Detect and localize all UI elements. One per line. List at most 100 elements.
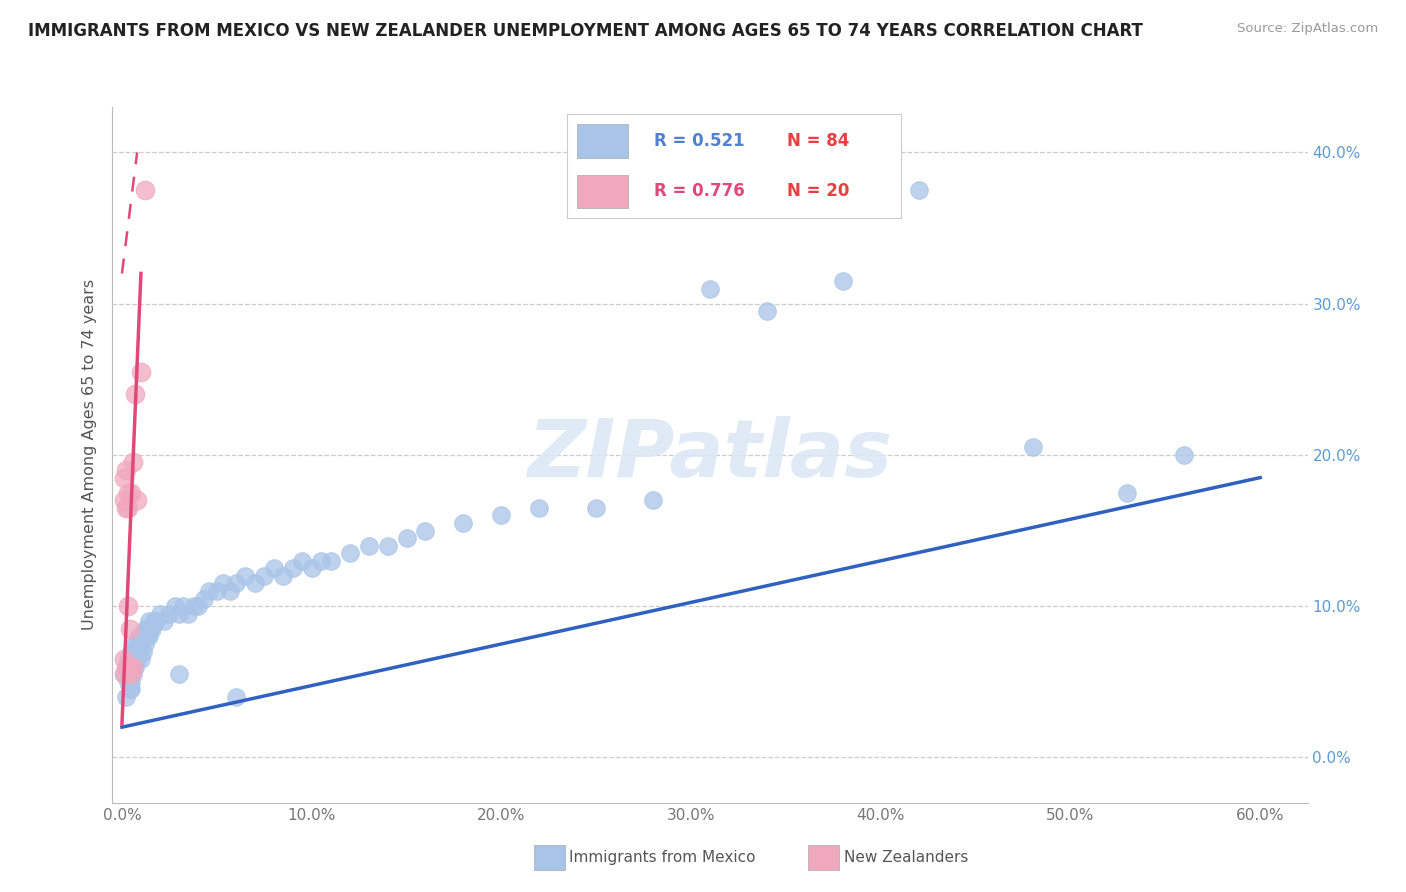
Point xyxy=(132,644,155,658)
Point xyxy=(117,674,139,689)
Point xyxy=(225,576,247,591)
Point xyxy=(134,637,156,651)
Point xyxy=(114,659,136,673)
Point xyxy=(755,304,778,318)
Point xyxy=(152,615,174,629)
Point xyxy=(120,667,142,681)
Point xyxy=(138,615,160,629)
Point xyxy=(114,659,136,673)
Point xyxy=(134,183,156,197)
Point xyxy=(301,561,323,575)
Point xyxy=(219,584,242,599)
Point xyxy=(124,652,146,666)
Point xyxy=(135,629,157,643)
Point xyxy=(122,644,145,658)
Point xyxy=(529,500,551,515)
Point xyxy=(309,554,332,568)
Point xyxy=(281,561,304,575)
Point xyxy=(357,539,380,553)
Point xyxy=(117,485,139,500)
Point xyxy=(415,524,437,538)
Point xyxy=(127,637,149,651)
Point xyxy=(1173,448,1195,462)
Point xyxy=(172,599,194,614)
Point xyxy=(117,652,139,666)
Point xyxy=(149,607,172,621)
Point xyxy=(129,652,152,666)
Point xyxy=(377,539,399,553)
Point xyxy=(129,365,152,379)
Point xyxy=(141,622,163,636)
Point xyxy=(114,500,136,515)
Point xyxy=(120,485,142,500)
Point xyxy=(134,622,156,636)
Point xyxy=(193,591,215,606)
Point xyxy=(143,615,166,629)
Point xyxy=(120,659,142,673)
Point xyxy=(225,690,247,704)
Point xyxy=(128,629,150,643)
Point xyxy=(157,607,180,621)
Point xyxy=(124,387,146,401)
Point xyxy=(124,659,146,673)
Point xyxy=(129,637,152,651)
Point xyxy=(112,493,135,508)
Point xyxy=(114,690,136,704)
Point xyxy=(699,281,721,295)
Point xyxy=(118,622,141,636)
Point xyxy=(120,682,142,697)
Point xyxy=(291,554,314,568)
Point xyxy=(122,652,145,666)
Point xyxy=(120,644,142,658)
Point xyxy=(118,652,141,666)
Point xyxy=(198,584,221,599)
Point xyxy=(112,470,135,484)
Point xyxy=(127,644,149,658)
Point xyxy=(831,274,853,288)
Point xyxy=(319,554,342,568)
Point xyxy=(339,546,361,560)
Text: Immigrants from Mexico: Immigrants from Mexico xyxy=(569,850,756,864)
Point xyxy=(167,667,190,681)
Point xyxy=(122,667,145,681)
Point xyxy=(117,659,139,673)
Point xyxy=(120,674,142,689)
Point xyxy=(127,652,149,666)
Point xyxy=(145,615,167,629)
Text: Source: ZipAtlas.com: Source: ZipAtlas.com xyxy=(1237,22,1378,36)
Point xyxy=(118,682,141,697)
Point xyxy=(124,637,146,651)
Point xyxy=(138,629,160,643)
Point xyxy=(187,599,209,614)
Point xyxy=(128,644,150,658)
Point xyxy=(112,652,135,666)
Point xyxy=(263,561,285,575)
Point xyxy=(118,659,141,673)
Point xyxy=(395,531,418,545)
Point xyxy=(907,183,929,197)
Point xyxy=(211,576,233,591)
Point xyxy=(165,599,187,614)
Point xyxy=(491,508,513,523)
Point xyxy=(124,644,146,658)
Point xyxy=(117,599,139,614)
Point xyxy=(271,569,294,583)
Point xyxy=(118,667,141,681)
Point xyxy=(1021,441,1043,455)
Point xyxy=(585,500,607,515)
Point xyxy=(1116,485,1139,500)
Text: ZIPatlas: ZIPatlas xyxy=(527,416,893,494)
Point xyxy=(233,569,256,583)
Point xyxy=(205,584,228,599)
Point xyxy=(183,599,205,614)
Point xyxy=(139,622,162,636)
Point xyxy=(135,622,157,636)
Point xyxy=(122,455,145,469)
Y-axis label: Unemployment Among Ages 65 to 74 years: Unemployment Among Ages 65 to 74 years xyxy=(82,279,97,631)
Point xyxy=(117,500,139,515)
Point xyxy=(127,493,149,508)
Point xyxy=(453,516,475,530)
Point xyxy=(112,667,135,681)
Point xyxy=(114,463,136,477)
Point xyxy=(167,607,190,621)
